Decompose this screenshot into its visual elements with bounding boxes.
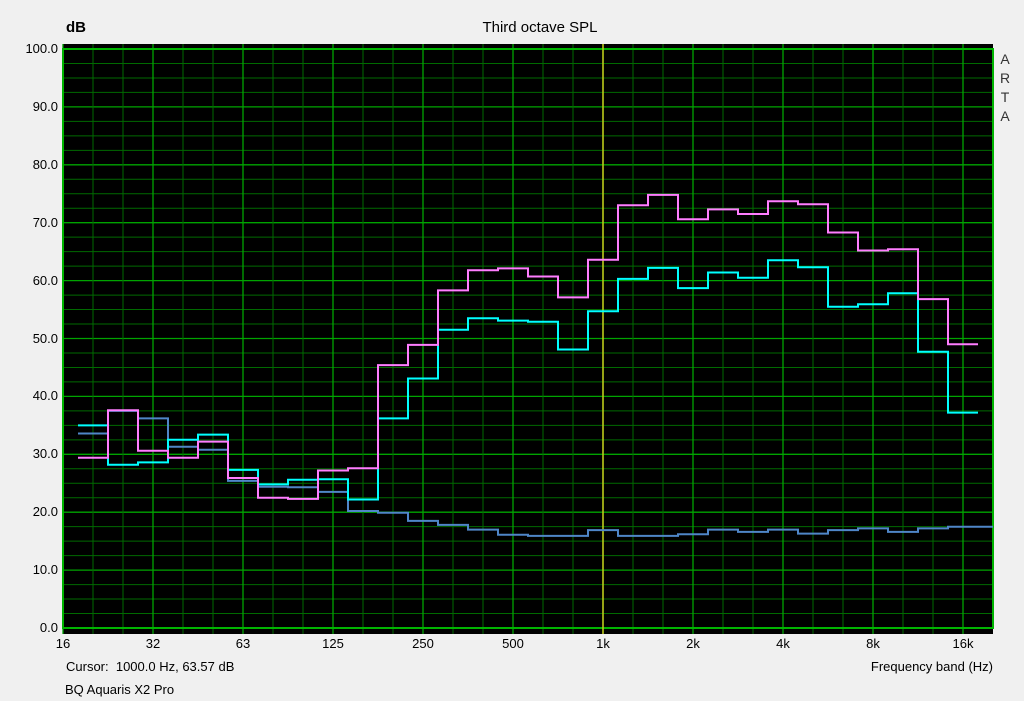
x-tick-label: 16k [952,636,974,651]
y-tick-label: 10.0 [32,562,58,578]
x-tick-label: 1k [596,636,610,651]
y-tick-label: 50.0 [32,330,58,346]
arta-letter: T [1000,89,1010,105]
arta-letter: A [1000,51,1010,67]
y-tick-label: 40.0 [32,388,58,404]
y-tick-label: 90.0 [32,98,58,114]
arta-letter: A [1000,108,1010,124]
x-tick-label: 250 [412,636,434,651]
x-tick-label: 2k [686,636,700,651]
arta-letter: R [999,70,1011,86]
y-tick-label: 0.0 [39,620,58,635]
y-tick-label: 30.0 [32,446,58,462]
y-axis-unit-label: dB [66,19,86,36]
x-tick-label: 500 [502,636,524,651]
x-axis-title: Frequency band (Hz) [870,659,993,674]
y-tick-label: 80.0 [32,156,58,172]
cursor-readout: Cursor: 1000.0 Hz, 63.57 dB [66,659,235,674]
plot-border [62,48,994,629]
x-tick-label: 8k [866,636,880,651]
x-tick-label: 63 [235,636,251,651]
x-tick-label: 16 [55,636,71,651]
y-tick-label: 20.0 [32,504,58,520]
x-tick-label: 32 [145,636,161,651]
x-tick-label: 4k [776,636,790,651]
y-tick-label: 60.0 [32,272,58,288]
y-tick-label: 100.0 [25,41,58,56]
chart-title: Third octave SPL [482,19,598,36]
trace-magenta [78,193,978,500]
y-tick-label: 70.0 [32,214,58,230]
x-tick-label: 125 [322,636,344,651]
measurement-title: BQ Aquaris X2 Pro [65,682,175,697]
